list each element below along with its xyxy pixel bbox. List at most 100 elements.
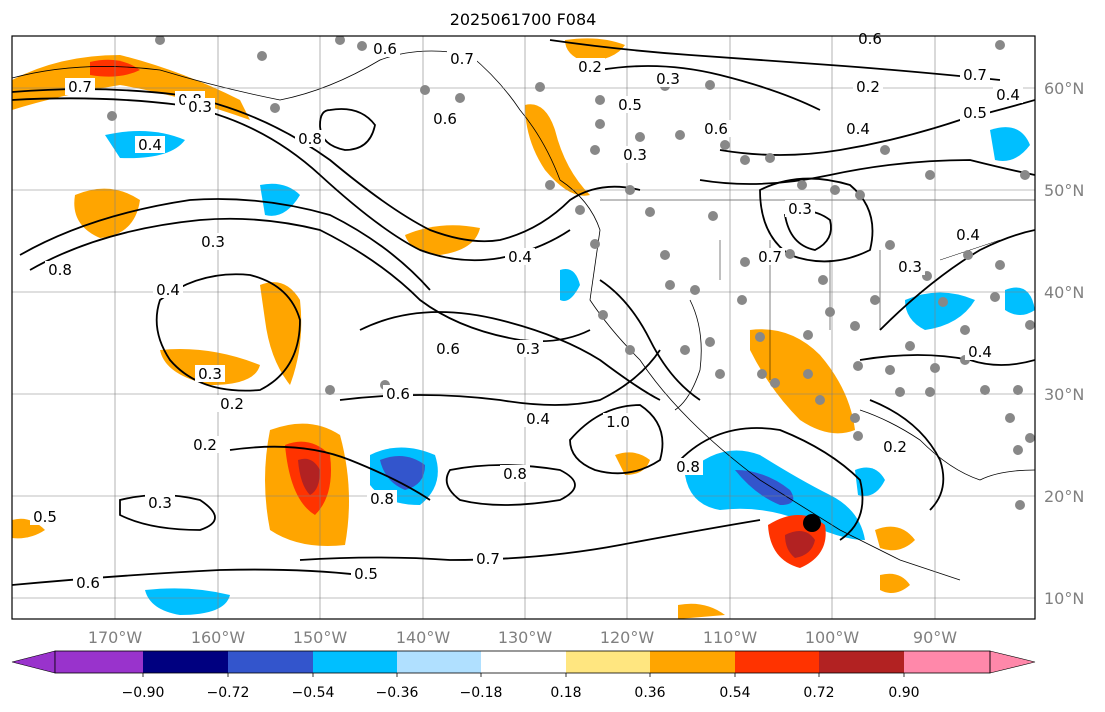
contour-label: 0.8 [676,458,700,476]
contour-label-bg [145,494,175,511]
shading-positive-patch [74,188,140,238]
contour-label: 0.3 [656,70,680,88]
contour-label: 0.4 [996,86,1020,104]
contour-line [319,108,376,151]
contour-label-bg [523,410,553,427]
contour-line [719,99,1035,156]
contour-label-bg [853,78,883,95]
contour-label: 0.3 [148,494,172,512]
contour-line [229,445,431,501]
contour-label-bg [370,40,400,57]
contour-labels: 0.7 0.8 0.6 0.7 0.2 0.3 0.5 0.6 0.7 0.4 0.5 0.3 0.8 0… [30,30,1023,592]
contour-label-bg [217,395,247,412]
contour-label-bg [351,565,381,582]
contour-label: 0.7 [450,50,474,68]
colorbar-segment [313,651,397,673]
contour-label-bg [295,130,325,147]
station-dots [107,36,1035,510]
colorbar-segment [819,651,904,673]
colorbar-segment [55,651,143,673]
lon-tick-label: 120°W [600,628,655,647]
contour-label: 0.8 [48,261,72,279]
colorbar: −0.90 −0.72 −0.54 −0.36 −0.18 0.18 0.36 0.54 0.7… [11,650,1036,701]
contour-label: 0.5 [618,96,642,114]
contour-label-bg [153,281,183,298]
contour-label: 0.3 [201,233,225,251]
lon-tick-label: 160°W [191,628,246,647]
storm-center-marker [803,514,821,532]
contour-label-bg [195,365,225,382]
colorbar-segment [228,651,313,673]
contour-label-bg [433,340,463,357]
contour-label-bg [880,438,910,455]
contour-label-bg [575,58,605,75]
contour-label-bg [620,146,650,163]
contour-label-bg [673,458,703,475]
colorbar-segment [650,651,735,673]
colorbar-segment [397,651,481,673]
contour-line [12,88,641,243]
shading-negative-patch [260,183,300,216]
lon-tick-label: 90°W [913,628,957,647]
colorbar-tick-label: −0.90 [122,685,165,701]
colorbar-outline [54,650,991,674]
contour-label: 0.8 [298,130,322,148]
contour-label-bg [653,70,683,87]
contour-label: 0.6 [76,574,100,592]
colorbar-tick-label: −0.18 [460,685,503,701]
coastline-baja [674,299,702,411]
contour-line [19,198,431,291]
shading-positive-patch [875,526,915,551]
contour-label-bg [65,78,95,95]
contour-line [759,177,874,263]
contour-label: 0.6 [433,110,457,128]
contour-label-bg [960,104,990,121]
contour-label: 0.6 [373,40,397,58]
contour-label: 0.7 [68,78,92,96]
contour-label: 0.3 [198,365,222,383]
contour-label: 0.6 [858,30,882,48]
contour-label: 0.4 [956,226,980,244]
colorbar-tick-label: −0.36 [376,685,419,701]
contour-label-bg [190,436,220,453]
contour-label-bg [785,200,815,217]
contour-label: 0.2 [883,438,907,456]
shading-positive-coast [525,104,590,196]
shading-strong-negative [380,456,425,490]
contour-label: 0.2 [856,78,880,96]
contour-label-bg [855,30,885,47]
contour-label-bg [30,508,60,525]
colorbar-segment [143,651,228,673]
contour-line [599,65,821,111]
contour-label-bg [843,120,873,137]
contour-label-bg [513,340,543,357]
contour-label-bg [135,136,165,153]
contour-label-bg [198,233,228,250]
contour-label-bg [603,413,633,430]
contour-label: 0.5 [33,508,57,526]
contour-label-bg [953,226,983,243]
contour-label: 0.7 [963,66,987,84]
contour-label-bg [505,248,535,265]
colorbar-segment [735,651,819,673]
colorbar-tick-label: 0.18 [550,685,581,701]
contour-label-bg [965,343,995,360]
coastlines [12,50,1035,581]
contour-label-bg [73,574,103,591]
state-borders [600,199,1035,380]
contour-label-bg [185,98,215,115]
contour-line [299,519,761,561]
colorbar-extend-max [989,650,1036,674]
contour-line [155,273,301,392]
lon-tick-label: 170°W [88,628,143,647]
colorbar-tick-label: 0.54 [719,685,750,701]
contour-line [29,217,591,343]
contour-label: 0.7 [476,550,500,568]
contour-label-bg [367,490,397,507]
colorbar-tick-label: 0.90 [888,685,919,701]
lon-tick-label: 150°W [293,628,348,647]
contour-line [679,427,864,541]
contour-label-bg [755,248,785,265]
lat-tick-label: 20°N [1044,487,1084,506]
contour-label-bg [895,258,925,275]
